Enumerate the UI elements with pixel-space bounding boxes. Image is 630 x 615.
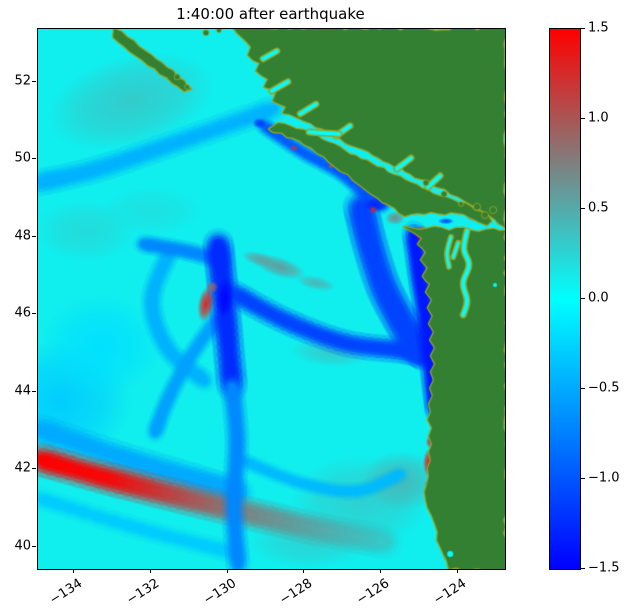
x-tick-label: −130 <box>200 576 239 609</box>
x-tick-label: −134 <box>47 576 86 609</box>
y-tick-label: 42 <box>14 460 31 476</box>
y-tick-label: 44 <box>14 383 31 399</box>
plot-area <box>37 28 506 570</box>
x-tick-mark <box>226 569 228 573</box>
colorbar-tick-mark <box>581 388 585 389</box>
x-tick-mark <box>73 569 75 573</box>
plot-title: 1:40:00 after earthquake <box>176 5 365 23</box>
y-tick-label: 52 <box>14 73 31 89</box>
y-tick-mark <box>32 313 36 315</box>
x-tick-mark <box>303 569 305 573</box>
colorbar-tick-label: 0.0 <box>588 290 609 306</box>
x-tick-label: −124 <box>430 576 469 609</box>
y-tick-label: 48 <box>14 228 31 244</box>
y-tick-label: 50 <box>14 150 31 166</box>
colorbar-tick-mark <box>581 118 585 119</box>
x-tick-mark <box>150 569 152 573</box>
x-tick-label: −132 <box>124 576 163 609</box>
y-tick-mark <box>32 235 36 237</box>
colorbar-tick-mark <box>581 568 585 569</box>
colorbar-tick-label: 0.5 <box>588 200 609 216</box>
y-tick-label: 40 <box>14 538 31 554</box>
y-tick-label: 46 <box>14 305 31 321</box>
x-tick-label: −128 <box>277 576 316 609</box>
colorbar-tick-label: 1.5 <box>588 20 609 36</box>
colorbar-tick-label: −0.5 <box>588 380 620 396</box>
x-tick-mark <box>456 569 458 573</box>
colorbar-tick-mark <box>581 478 585 479</box>
y-tick-mark <box>32 468 36 470</box>
colorbar-tick-mark <box>581 28 585 29</box>
x-tick-mark <box>380 569 382 573</box>
colorbar-tick-label: 1.0 <box>588 110 609 126</box>
colorbar <box>549 28 581 570</box>
y-tick-mark <box>32 545 36 547</box>
x-tick-label: −126 <box>354 576 393 609</box>
colorbar-tick-mark <box>581 208 585 209</box>
colorbar-tick-mark <box>581 298 585 299</box>
y-tick-mark <box>32 80 36 82</box>
map-canvas <box>38 29 505 569</box>
colorbar-tick-label: −1.0 <box>588 470 620 486</box>
y-tick-mark <box>32 390 36 392</box>
colorbar-tick-label: −1.5 <box>588 560 620 576</box>
y-tick-mark <box>32 158 36 160</box>
